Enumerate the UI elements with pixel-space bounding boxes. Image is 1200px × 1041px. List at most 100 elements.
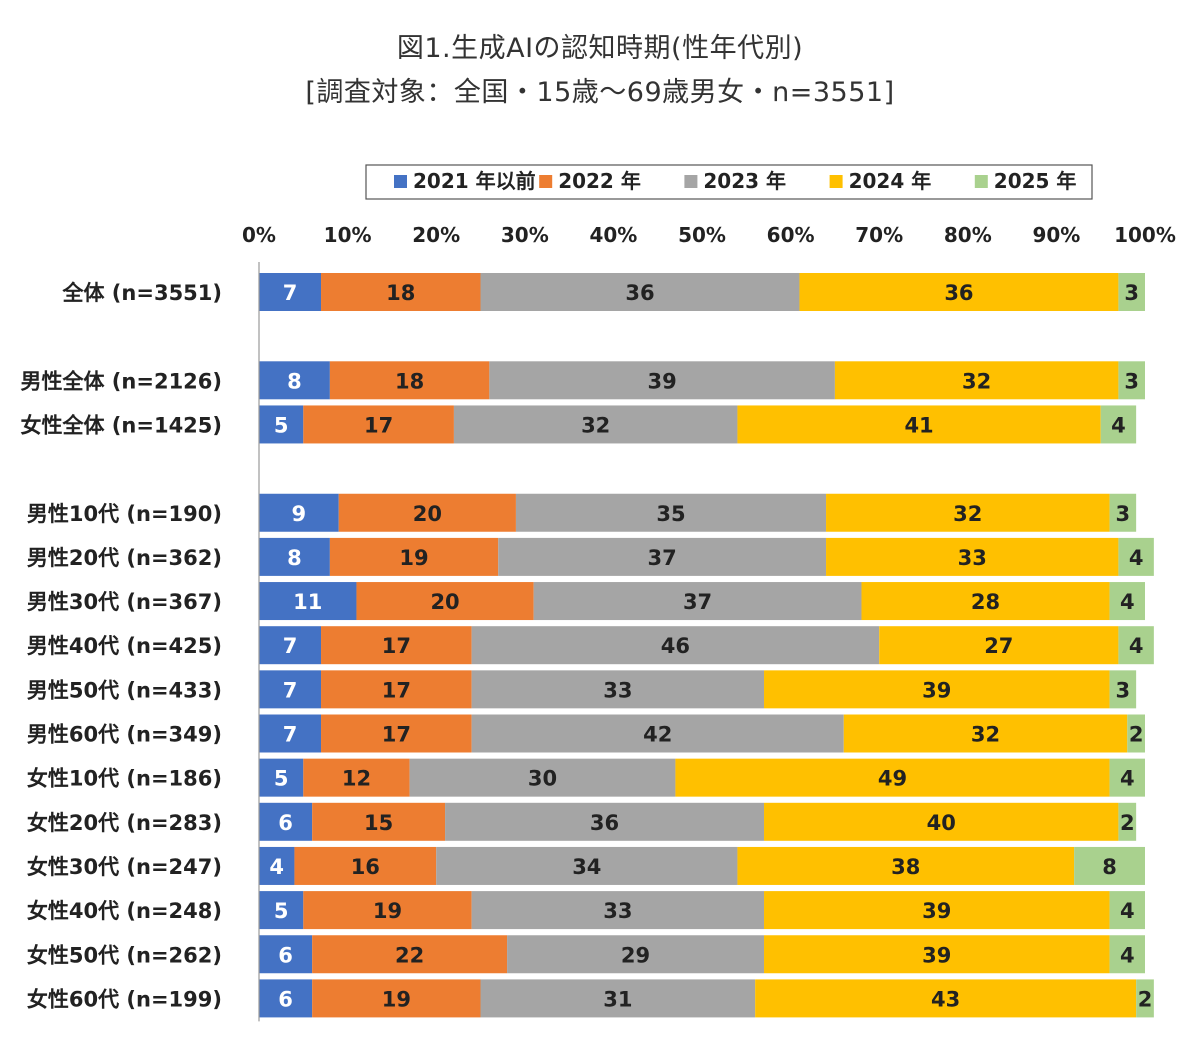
- data-label: 12: [342, 767, 371, 791]
- bar-segment: [1109, 493, 1137, 532]
- bar-segment: [259, 626, 322, 665]
- bar-segment: [436, 846, 738, 885]
- row-label: 女性40代 (n=248): [27, 899, 222, 923]
- bar-segment: [1109, 935, 1145, 974]
- data-label: 36: [625, 281, 654, 305]
- data-label: 17: [382, 634, 411, 658]
- bar-segment: [764, 670, 1110, 709]
- legend-swatch: [974, 175, 988, 188]
- row-label: 女性20代 (n=283): [27, 811, 222, 835]
- bar-segment: [471, 626, 880, 665]
- data-label: 3: [1124, 281, 1139, 305]
- data-label: 39: [922, 943, 951, 967]
- data-label: 4: [1129, 546, 1144, 570]
- bar-segment: [338, 493, 516, 532]
- bar-segment: [259, 493, 339, 532]
- bar-segment: [1118, 273, 1145, 311]
- data-label: 3: [1124, 369, 1139, 393]
- data-label: 7: [283, 634, 298, 658]
- legend-label: 2021 年以前: [413, 169, 536, 193]
- data-label: 31: [603, 987, 632, 1011]
- data-label: 37: [683, 590, 712, 614]
- bar-segment: [259, 935, 313, 974]
- row-label: 女性50代 (n=262): [27, 943, 222, 967]
- data-label: 15: [364, 811, 393, 835]
- bar-segment: [259, 582, 357, 621]
- bar-segment: [675, 758, 1110, 797]
- data-label: 38: [891, 855, 920, 879]
- data-label: 2: [1129, 723, 1144, 747]
- bar-segment: [1127, 714, 1145, 753]
- bar-segment: [1118, 802, 1137, 841]
- data-label: 29: [621, 943, 650, 967]
- bar-segment: [259, 670, 322, 709]
- bar-segment: [1109, 758, 1145, 797]
- x-tick-label: 80%: [944, 223, 992, 247]
- data-label: 17: [364, 413, 393, 437]
- data-label: 4: [1120, 899, 1135, 923]
- data-label: 19: [399, 546, 428, 570]
- row-label: 男性全体 (n=2126): [21, 369, 223, 393]
- bar-segment: [259, 537, 330, 576]
- x-tick-label: 10%: [324, 223, 372, 247]
- data-label: 41: [904, 413, 933, 437]
- data-label: 3: [1116, 678, 1131, 702]
- row-label: 女性10代 (n=186): [27, 767, 222, 791]
- data-label: 33: [603, 678, 632, 702]
- bar-segment: [737, 405, 1101, 444]
- bar-segment: [826, 537, 1119, 576]
- legend-label: 2022 年: [558, 169, 641, 193]
- bar-segment: [1118, 626, 1154, 665]
- bar-segment: [303, 891, 472, 930]
- bar-segment: [879, 626, 1119, 665]
- data-label: 39: [922, 899, 951, 923]
- x-tick-label: 40%: [589, 223, 637, 247]
- bar-segment: [321, 670, 472, 709]
- row-label: 女性30代 (n=247): [27, 855, 222, 879]
- data-label: 49: [878, 767, 907, 791]
- legend-label: 2025 年: [994, 169, 1077, 193]
- row-label: 男性40代 (n=425): [27, 634, 222, 658]
- data-label: 36: [590, 811, 619, 835]
- legend-swatch: [394, 175, 407, 188]
- data-label: 4: [1120, 943, 1135, 967]
- bar-segment: [445, 802, 765, 841]
- data-label: 4: [1120, 590, 1135, 614]
- x-tick-label: 60%: [767, 223, 815, 247]
- bar-segment: [356, 582, 534, 621]
- data-label: 4: [1129, 634, 1144, 658]
- data-label: 4: [1111, 413, 1126, 437]
- data-label: 6: [278, 811, 293, 835]
- data-label: 32: [962, 369, 991, 393]
- bar-segment: [471, 714, 844, 753]
- bar-segment: [1136, 979, 1154, 1018]
- bar-segment: [1118, 361, 1145, 400]
- bar-segment: [834, 361, 1119, 400]
- data-label: 7: [283, 281, 298, 305]
- bar-segment: [471, 670, 765, 709]
- legend-label: 2023 年: [703, 169, 786, 193]
- legend-swatch: [829, 175, 843, 188]
- row-label: 男性10代 (n=190): [27, 502, 222, 526]
- bar-segment: [843, 714, 1128, 753]
- bar-segment: [764, 935, 1110, 974]
- data-label: 17: [382, 678, 411, 702]
- bar-segment: [826, 493, 1110, 532]
- bar-segment: [498, 537, 827, 576]
- bar-segment: [533, 582, 862, 621]
- bar-segment: [861, 582, 1110, 621]
- bar-segment: [755, 979, 1137, 1018]
- data-label: 27: [984, 634, 1013, 658]
- bar-segment: [507, 935, 765, 974]
- bar-segment: [515, 493, 827, 532]
- data-label: 8: [287, 369, 302, 393]
- bar-segment: [259, 405, 304, 444]
- data-label: 19: [373, 899, 402, 923]
- bar-segment: [1109, 582, 1145, 621]
- bar-segment: [799, 273, 1119, 311]
- bar-segment: [259, 979, 313, 1018]
- row-label: 女性60代 (n=199): [27, 987, 222, 1011]
- data-label: 5: [274, 413, 289, 437]
- data-label: 28: [971, 590, 1000, 614]
